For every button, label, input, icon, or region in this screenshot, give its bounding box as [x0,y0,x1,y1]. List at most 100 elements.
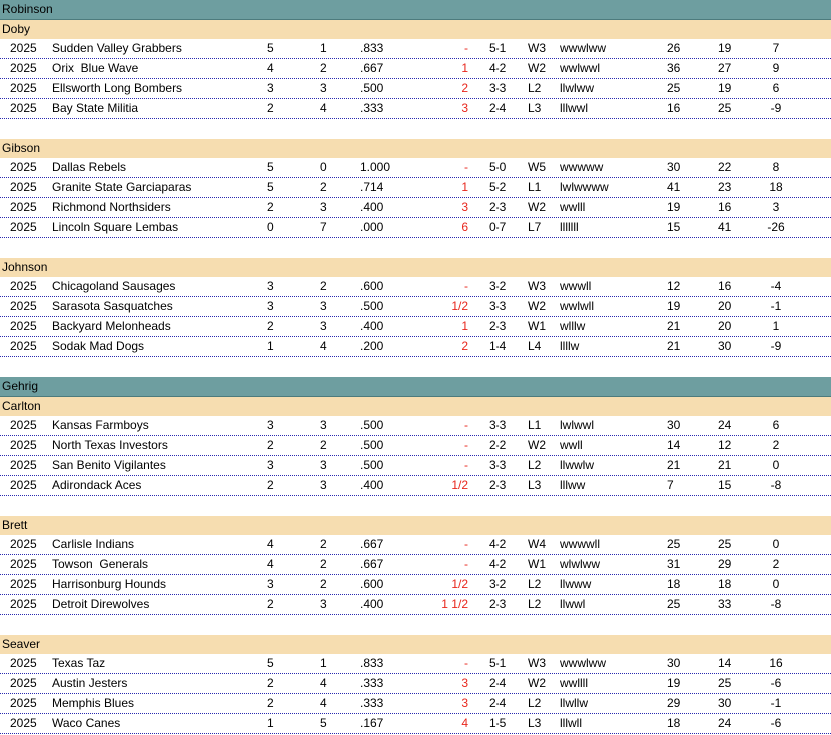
games-back-cell: - [464,160,468,174]
team-name-cell: Waco Canes [52,716,121,730]
last-games-cell: lwlwwl [560,418,594,432]
games-back-cell: 6 [461,220,468,234]
last-games-cell: llwww [560,577,592,591]
record-cell: 5-2 [489,180,507,194]
run-diff-cell: 0 [772,458,780,472]
win-pct-cell: .400 [360,319,384,333]
run-diff-cell: -1 [770,696,782,710]
run-diff-cell: 2 [772,438,780,452]
spacer-row [0,238,831,258]
year-cell: 2025 [10,41,37,55]
team-name-cell: Backyard Melonheads [52,319,171,333]
runs-allowed-cell: 20 [718,319,732,333]
division-header: Johnson [0,258,831,277]
streak-cell: L1 [528,180,542,194]
year-cell: 2025 [10,438,37,452]
wins-cell: 2 [267,676,274,690]
record-cell: 2-4 [489,676,507,690]
team-name-cell: Carlisle Indians [52,537,135,551]
win-pct-cell: 1.000 [360,160,391,174]
spacer-row [0,496,831,516]
runs-scored-cell: 25 [667,81,681,95]
win-pct-cell: .200 [360,339,384,353]
year-cell: 2025 [10,61,37,75]
games-back-cell: - [464,418,468,432]
streak-cell: L3 [528,478,542,492]
games-back-cell: - [464,557,468,571]
league-header: Gehrig [0,377,831,397]
last-games-cell: llwwlw [560,458,594,472]
table-row: 2025 Carlisle Indians 4 2 .667 - 4-2 W4 wwwwll 25… [0,535,831,555]
games-back-cell: - [464,537,468,551]
spacer-row [0,119,831,139]
games-back-cell: 1 [461,61,468,75]
record-cell: 5-1 [489,41,507,55]
streak-cell: W2 [528,299,546,313]
runs-allowed-cell: 19 [718,81,732,95]
wins-cell: 3 [267,81,274,95]
team-name-cell: Dallas Rebels [52,160,127,174]
runs-scored-cell: 18 [667,577,681,591]
run-diff-cell: 16 [769,656,783,670]
year-cell: 2025 [10,557,37,571]
runs-scored-cell: 15 [667,220,681,234]
streak-cell: L3 [528,716,542,730]
table-row: 2025 Sodak Mad Dogs 1 4 .200 2 1-4 L4 llllw 21 30 -… [0,337,831,357]
last-games-cell: llwwl [560,597,586,611]
runs-scored-cell: 12 [667,279,681,293]
record-cell: 5-1 [489,656,507,670]
win-pct-cell: .400 [360,200,384,214]
wins-cell: 5 [267,160,274,174]
runs-scored-cell: 21 [667,458,681,472]
runs-scored-cell: 19 [667,299,681,313]
wins-cell: 4 [267,61,274,75]
last-games-cell: wwwll [560,279,592,293]
games-back-cell: - [464,656,468,670]
team-name-cell: Kansas Farmboys [52,418,149,432]
runs-allowed-cell: 24 [718,716,732,730]
league-header: Robinson [0,0,831,20]
win-pct-cell: .500 [360,81,384,95]
runs-scored-cell: 19 [667,676,681,690]
run-diff-cell: 18 [769,180,783,194]
streak-cell: W1 [528,557,546,571]
table-row: 2025 Dallas Rebels 5 0 1.000 - 5-0 W5 wwwww 30 22 8 [0,158,831,178]
record-cell: 3-3 [489,418,507,432]
runs-scored-cell: 31 [667,557,681,571]
losses-cell: 3 [320,478,327,492]
team-name-cell: Austin Jesters [52,676,128,690]
team-name-cell: Memphis Blues [52,696,135,710]
record-cell: 1-5 [489,716,507,730]
runs-scored-cell: 14 [667,438,681,452]
table-row: 2025 Bay State Militia 2 4 .333 3 2-4 L3 lllwwl 1… [0,99,831,119]
table-row: 2025 Harrisonburg Hounds 3 2 .600 1/2 3-2 L2 llw… [0,575,831,595]
table-row: 2025 San Benito Vigilantes 3 3 .500 - 3-3 L2 llw… [0,456,831,476]
runs-allowed-cell: 25 [718,676,732,690]
record-cell: 4-2 [489,537,507,551]
last-games-cell: lllww [560,478,586,492]
runs-allowed-cell: 30 [718,339,732,353]
losses-cell: 4 [320,676,327,690]
runs-scored-cell: 30 [667,160,681,174]
year-cell: 2025 [10,716,37,730]
record-cell: 2-3 [489,200,507,214]
runs-allowed-cell: 21 [718,458,732,472]
table-row: 2025 Richmond Northsiders 2 3 .400 3 2-3 W2 wwll… [0,198,831,218]
record-cell: 3-3 [489,81,507,95]
last-games-cell: wwwwll [560,537,600,551]
wins-cell: 3 [267,577,274,591]
last-games-cell: wwll [560,438,583,452]
year-cell: 2025 [10,299,37,313]
record-cell: 4-2 [489,557,507,571]
wins-cell: 2 [267,101,274,115]
run-diff-cell: 2 [772,557,780,571]
year-cell: 2025 [10,676,37,690]
year-cell: 2025 [10,339,37,353]
games-back-cell: 1/2 [451,478,468,492]
run-diff-cell: 6 [772,418,780,432]
table-row: 2025 Granite State Garciaparas 5 2 .714 1 5-2 L… [0,178,831,198]
win-pct-cell: .500 [360,458,384,472]
year-cell: 2025 [10,478,37,492]
games-back-cell: 1 [461,180,468,194]
year-cell: 2025 [10,537,37,551]
